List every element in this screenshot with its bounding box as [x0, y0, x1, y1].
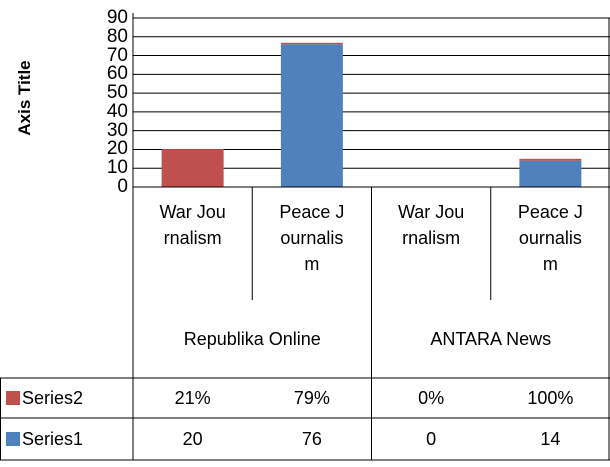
table-value: 79%: [293, 387, 330, 408]
legend-label: Series2: [22, 387, 84, 408]
legend-swatch: [6, 432, 20, 446]
y-axis-title: Axis Title: [15, 60, 34, 136]
y-tick-label: 40: [106, 100, 128, 122]
table-value: 76: [301, 428, 322, 449]
y-tick-label: 70: [106, 44, 128, 66]
y-tick-label: 50: [106, 82, 128, 104]
bar: [280, 42, 343, 45]
table-value: 100%: [527, 387, 574, 408]
x-tick-label: War Journalism: [159, 202, 226, 248]
legend-swatch: [6, 391, 20, 405]
y-tick-label: 80: [106, 25, 128, 47]
table-value: 20: [182, 428, 203, 449]
y-tick-label: 10: [106, 157, 128, 179]
group-label: Republika Online: [183, 329, 321, 349]
table-value: 0%: [418, 387, 445, 408]
y-tick-label: 0: [117, 176, 128, 197]
bar: [280, 44, 343, 188]
group-label: ANTARA News: [430, 329, 552, 349]
table-value: 0: [426, 428, 437, 449]
table-value: 21%: [174, 387, 211, 408]
table-value: 14: [540, 428, 561, 449]
y-tick-label: 20: [106, 138, 128, 160]
y-tick-label: 60: [106, 63, 128, 85]
bar: [519, 160, 582, 187]
x-tick-label: Peace Journalism: [279, 202, 345, 274]
bar: [519, 158, 582, 161]
y-tick-label: 90: [106, 7, 128, 28]
x-tick-label: War Journalism: [397, 202, 465, 248]
bar: [161, 149, 224, 187]
legend-label: Series1: [22, 428, 84, 449]
y-tick-label: 30: [106, 119, 128, 141]
x-tick-label: Peace Journalism: [517, 202, 583, 274]
